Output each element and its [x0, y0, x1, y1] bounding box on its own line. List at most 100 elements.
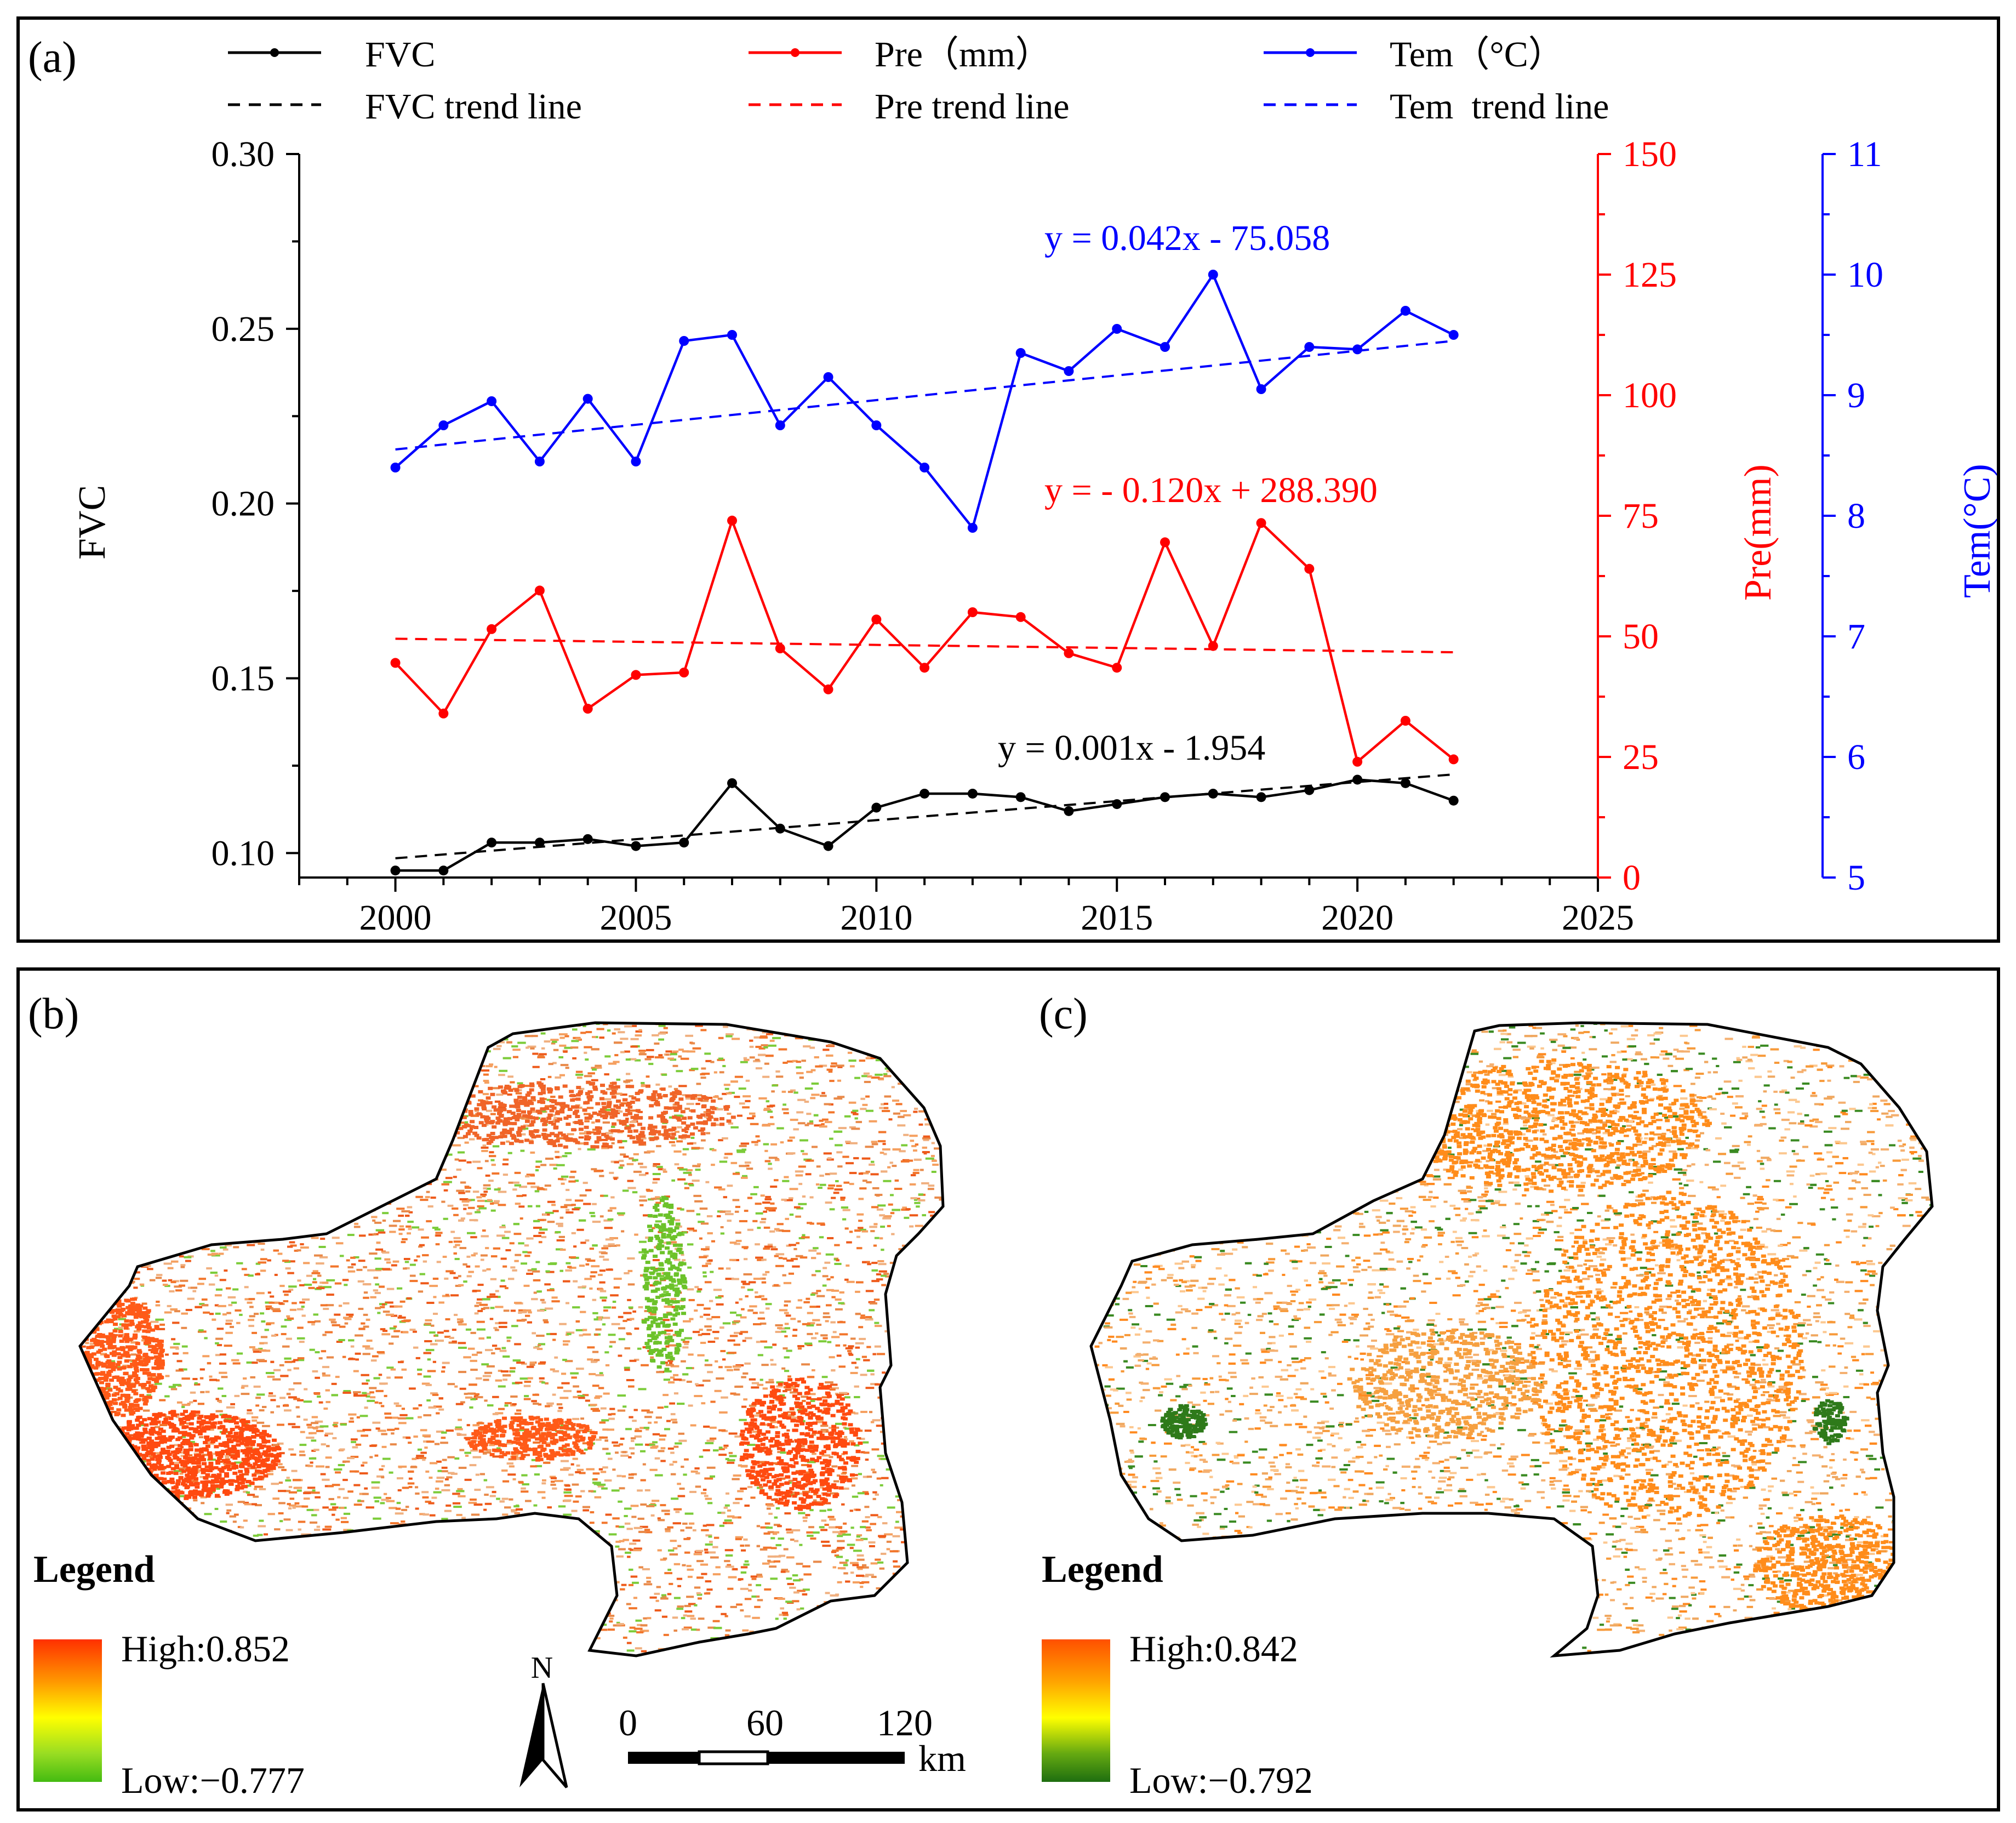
map-speckle [848, 1101, 856, 1104]
map-speckle [226, 1112, 230, 1114]
map-speckle [458, 1284, 464, 1286]
map-speckle [225, 1596, 230, 1598]
map-speckle [170, 1308, 178, 1311]
map-speckle [366, 1340, 373, 1342]
map-speckle [277, 1423, 284, 1426]
map-speckle [651, 1099, 658, 1102]
map-speckle [619, 1146, 625, 1149]
map-speckle [398, 1215, 404, 1217]
map-speckle [153, 1050, 162, 1052]
map-speckle [555, 1480, 563, 1482]
map-speckle [729, 1335, 738, 1337]
map-speckle [539, 1110, 546, 1113]
map-speckle [774, 1255, 779, 1257]
map-speckle [456, 1318, 464, 1321]
map-speckle [130, 1485, 134, 1488]
map-speckle [496, 1539, 504, 1542]
map-speckle [555, 1641, 558, 1644]
map-speckle [579, 1472, 586, 1474]
map-speckle [760, 1450, 764, 1452]
map-speckle [574, 1610, 579, 1613]
map-speckle [83, 1439, 88, 1442]
map-speckle [915, 1491, 923, 1494]
map-speckle [843, 1435, 847, 1438]
map-speckle [215, 1398, 219, 1400]
map-speckle [676, 1608, 684, 1610]
map-speckle [321, 1350, 327, 1353]
map-speckle [315, 1496, 321, 1499]
map-speckle [159, 1424, 167, 1426]
map-speckle [924, 1625, 933, 1627]
map-speckle [416, 1529, 424, 1532]
map-speckle [784, 1030, 792, 1032]
map-speckle [361, 1464, 364, 1467]
map-speckle [795, 1255, 803, 1257]
map-speckle [705, 1262, 711, 1265]
map-speckle [686, 1596, 694, 1598]
map-speckle [216, 1231, 220, 1234]
map-speckle [420, 1031, 428, 1033]
map-speckle [819, 1509, 826, 1512]
map-speckle [695, 1024, 703, 1027]
map-speckle [821, 1385, 829, 1388]
map-speckle [288, 1396, 297, 1399]
map-speckle [542, 1479, 546, 1482]
map-speckle [381, 1465, 385, 1467]
map-speckle [610, 1088, 618, 1091]
map-speckle [145, 1520, 151, 1523]
map-speckle [469, 1634, 478, 1637]
map-speckle [232, 1189, 239, 1192]
map-speckle [609, 1237, 618, 1239]
map-speckle [855, 1366, 859, 1369]
map-speckle [181, 1204, 188, 1207]
map-speckle [863, 1451, 870, 1454]
map-speckle [860, 1097, 865, 1100]
map-speckle [287, 1503, 291, 1506]
map-speckle [473, 1633, 482, 1636]
map-speckle [345, 1075, 351, 1078]
map-speckle [225, 1244, 232, 1246]
map-speckle [635, 1428, 639, 1431]
map-speckle [744, 1210, 749, 1212]
map-speckle [427, 1023, 437, 1024]
map-speckle [705, 1359, 709, 1362]
map-speckle [110, 1218, 118, 1220]
map-speckle [119, 1137, 126, 1140]
map-speckle [155, 1596, 163, 1598]
map-speckle [935, 1381, 943, 1384]
map-speckle [900, 1488, 909, 1491]
map-speckle [235, 1068, 241, 1070]
map-speckle [464, 1620, 470, 1622]
map-speckle [944, 1366, 951, 1369]
map-speckle [504, 1506, 511, 1509]
map-speckle [355, 1352, 361, 1355]
map-speckle [155, 1592, 161, 1595]
map-speckle [285, 1267, 291, 1270]
map-speckle [385, 1611, 391, 1614]
map-speckle [233, 1513, 239, 1516]
map-speckle [585, 1537, 593, 1540]
map-speckle [256, 1572, 262, 1575]
map-speckle [482, 1093, 489, 1096]
map-speckle [539, 1590, 543, 1592]
map-speckle [921, 1632, 930, 1635]
map-speckle [477, 1167, 483, 1170]
map-speckle [492, 1577, 501, 1579]
map-speckle [916, 1529, 922, 1531]
map-speckle [913, 1169, 920, 1171]
map-speckle [677, 1495, 686, 1497]
map-speckle [124, 1115, 131, 1118]
map-speckle [568, 1180, 576, 1183]
map-speckle [704, 1477, 713, 1480]
map-speckle [476, 1209, 481, 1211]
map-speckle [894, 1188, 903, 1190]
map-speckle [100, 1179, 106, 1182]
map-speckle [372, 1421, 381, 1424]
map-speckle [919, 1598, 923, 1600]
map-speckle [933, 1317, 940, 1319]
map-speckle [647, 1444, 655, 1446]
map-speckle [629, 1157, 634, 1160]
map-speckle [718, 1139, 723, 1142]
map-speckle [579, 1637, 584, 1640]
map-speckle [402, 1588, 407, 1591]
